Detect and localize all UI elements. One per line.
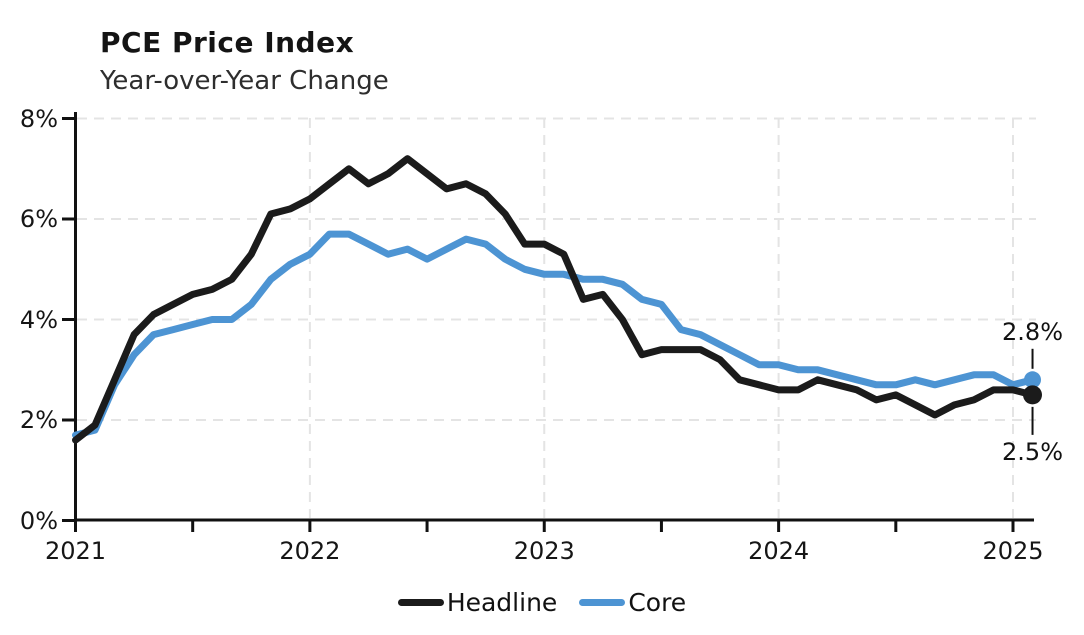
chart-subtitle: Year-over-Year Change: [100, 66, 389, 96]
y-tick-label-4: 4%: [19, 305, 58, 334]
legend: Headline Core: [0, 585, 1084, 619]
chart-title: PCE Price Index: [100, 26, 355, 59]
core-end-dot: [1024, 371, 1041, 389]
y-tick-label-6: 6%: [19, 205, 58, 233]
x-tick-label-2022: 2022: [279, 537, 341, 565]
core-line-swatch: [579, 598, 626, 606]
y-tick-label-2: 2%: [19, 406, 58, 434]
x-tick-label-2023: 2023: [513, 537, 575, 565]
core-annotation-label: 2.8%: [1002, 317, 1064, 346]
legend-label-core: Core: [628, 587, 687, 617]
headline-annotation-label: 2.5%: [1002, 437, 1064, 466]
axis-ticks: [62, 117, 1015, 532]
y-tick-label-0: 0%: [19, 506, 58, 535]
legend-label-headline: Headline: [446, 587, 558, 617]
headline-line: [72, 155, 1036, 444]
gridlines: [77, 117, 1036, 518]
x-tick-label-2024: 2024: [748, 537, 810, 565]
legend-item-headline: Headline: [397, 587, 558, 617]
y-tick-label-8: 8%: [19, 104, 58, 133]
headline-line-swatch: [397, 598, 444, 606]
core-line: [72, 230, 1036, 439]
x-tick-label-2021: 2021: [44, 537, 107, 565]
x-tick-label-2025: 2025: [982, 537, 1044, 565]
headline-end-dot: [1023, 385, 1042, 405]
axes: [62, 112, 1034, 532]
legend-item-core: Core: [579, 588, 686, 617]
